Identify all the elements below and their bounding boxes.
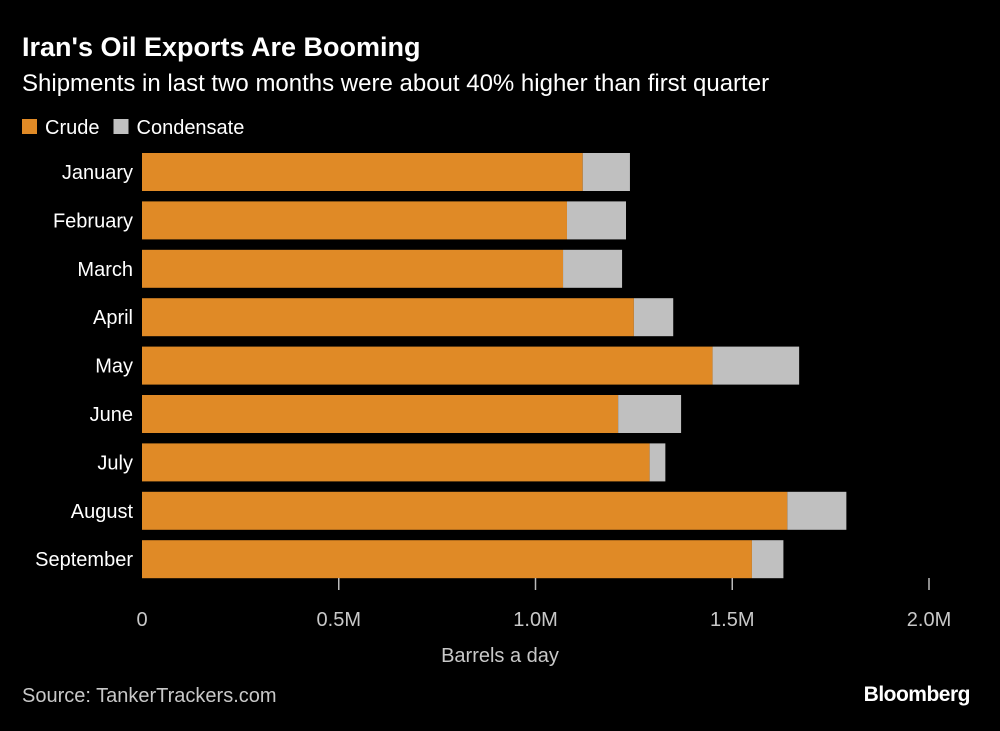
category-label: July xyxy=(97,452,133,474)
bar-condensate-september xyxy=(751,540,784,579)
bar-crude-february xyxy=(142,201,567,240)
x-tick-label: 2.0M xyxy=(907,609,951,631)
bar-crude-january xyxy=(142,153,583,191)
bar-crude-august xyxy=(142,491,788,530)
x-tick-label: 0.5M xyxy=(317,609,361,631)
bar-condensate-may xyxy=(712,346,800,385)
x-axis-title: Barrels a day xyxy=(441,645,559,667)
legend-label-condensate: Condensate xyxy=(137,117,245,139)
bars xyxy=(142,153,847,579)
bar-condensate-june xyxy=(618,395,682,433)
legend-swatch-condensate xyxy=(113,119,129,134)
bar-condensate-august xyxy=(787,491,847,530)
bar-crude-july xyxy=(142,443,650,482)
category-label: May xyxy=(95,356,133,378)
category-label: March xyxy=(77,259,133,281)
x-tick-label: 0 xyxy=(136,609,147,631)
bloomberg-logo: Bloomberg xyxy=(864,683,970,706)
bar-condensate-january xyxy=(582,153,630,191)
bar-condensate-march xyxy=(563,249,623,288)
legend-label-crude: Crude xyxy=(45,117,99,139)
category-label: January xyxy=(62,162,133,184)
legend: Crude Condensate xyxy=(22,117,244,139)
bar-crude-march xyxy=(142,249,564,288)
chart-title: Iran's Oil Exports Are Booming xyxy=(22,32,421,62)
bar-crude-april xyxy=(142,298,634,337)
bar-condensate-july xyxy=(649,443,666,482)
chart-subtitle: Shipments in last two months were about … xyxy=(22,70,769,97)
bar-condensate-february xyxy=(566,201,627,240)
category-label: August xyxy=(71,501,134,523)
x-axis: 0 0.5M 1.0M 1.5M 2.0M xyxy=(136,578,951,631)
category-label: June xyxy=(90,404,133,426)
category-label: February xyxy=(53,210,133,232)
source-note: Source: TankerTrackers.com xyxy=(22,685,277,707)
category-labels: January February March April May June July Augu… xyxy=(35,162,133,571)
bar-crude-september xyxy=(142,540,752,579)
category-label: April xyxy=(93,307,133,329)
x-tick-label: 1.5M xyxy=(710,609,754,631)
bar-crude-june xyxy=(142,395,619,433)
bar-crude-may xyxy=(142,346,713,385)
category-label: September xyxy=(35,549,133,571)
legend-swatch-crude xyxy=(22,119,37,134)
bar-condensate-april xyxy=(633,298,674,337)
x-tick-label: 1.0M xyxy=(513,609,557,631)
